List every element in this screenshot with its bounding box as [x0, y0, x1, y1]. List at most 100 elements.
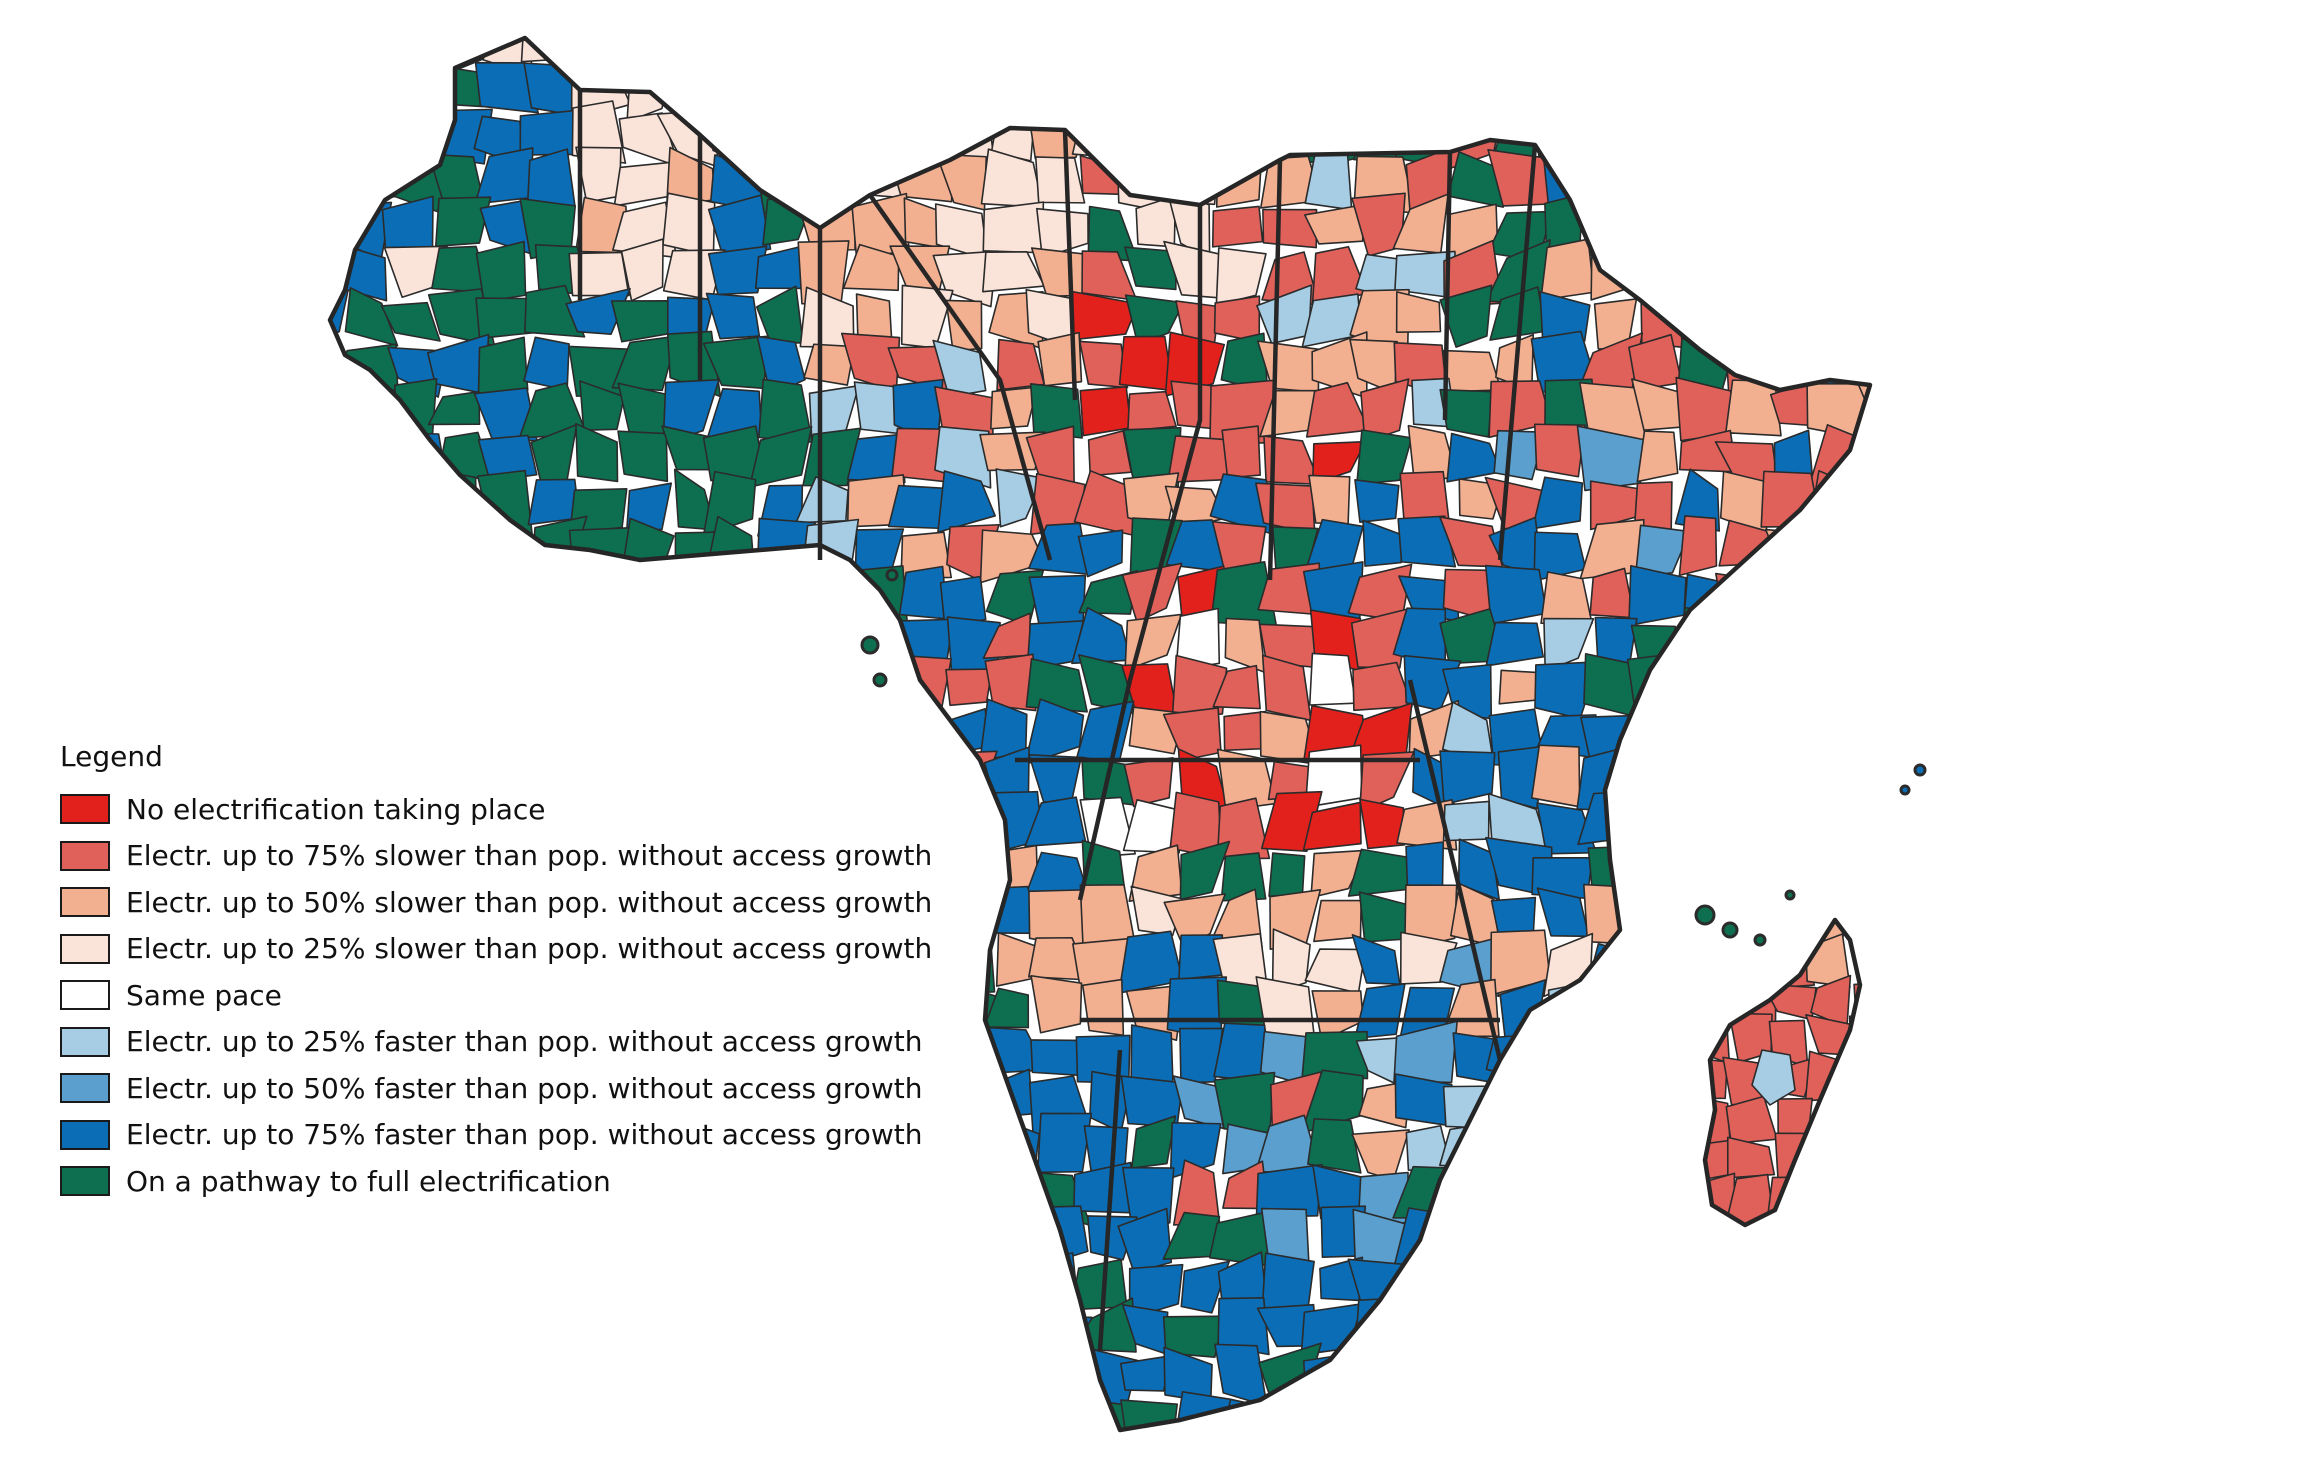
map-region — [343, 38, 392, 73]
map-region — [1853, 1208, 1870, 1274]
map-region — [473, 1298, 533, 1357]
map-region — [979, 1210, 1047, 1271]
map-region — [1875, 609, 1911, 655]
map-region — [1447, 1446, 1504, 1473]
map-region — [1861, 193, 1870, 260]
map-region — [1595, 1251, 1634, 1316]
map-region — [1317, 62, 1358, 119]
map-region — [1175, 1439, 1230, 1473]
map-region — [431, 1440, 494, 1473]
map-region — [1718, 1219, 1783, 1268]
map-region — [575, 422, 619, 483]
map-region — [1311, 440, 1367, 485]
map-region — [348, 1440, 396, 1473]
map-region — [343, 528, 399, 584]
map-region — [330, 1212, 355, 1271]
map-region — [1175, 607, 1221, 672]
map-region — [1162, 1315, 1225, 1359]
map-region — [1307, 1118, 1362, 1174]
map-region — [1678, 515, 1718, 577]
map-region — [330, 561, 358, 614]
map-region — [393, 377, 438, 440]
map-region — [1632, 1351, 1677, 1408]
map-region — [1668, 1392, 1735, 1430]
map-region — [707, 1402, 772, 1430]
map-region — [336, 1355, 398, 1398]
map-region — [798, 1396, 845, 1430]
map-region — [761, 1393, 811, 1430]
map-region — [1119, 1354, 1173, 1392]
map-region — [935, 1352, 990, 1395]
map-region — [477, 336, 529, 395]
map-region — [1810, 1252, 1864, 1317]
map-region — [843, 1251, 906, 1317]
map-region — [1630, 699, 1686, 764]
map-region — [1537, 1253, 1594, 1317]
map-region — [1624, 1446, 1689, 1473]
map-region — [475, 1388, 536, 1430]
map-region — [1624, 936, 1692, 986]
map-region — [1171, 654, 1228, 719]
map-region — [1862, 516, 1870, 578]
map-region — [1489, 1298, 1540, 1366]
map-region — [1362, 519, 1404, 567]
map-region — [1164, 331, 1226, 397]
map-region — [1670, 983, 1736, 1024]
map-region — [1628, 885, 1673, 942]
legend-item-slow50: Electr. up to 50% slower than pop. witho… — [60, 879, 1060, 926]
map-region — [1763, 621, 1829, 672]
map-region — [887, 484, 946, 530]
map-region — [524, 613, 574, 666]
map-region — [1350, 1399, 1410, 1430]
map-region — [1861, 1250, 1870, 1311]
map-region — [1634, 524, 1691, 578]
madagascar-region — [1853, 1170, 1860, 1225]
map-region — [798, 564, 853, 614]
map-region — [1678, 38, 1730, 73]
map-region — [1164, 149, 1220, 206]
map-region — [1580, 1162, 1636, 1212]
map-region — [1769, 839, 1828, 902]
map-region — [895, 1267, 950, 1317]
map-region — [1776, 1213, 1818, 1272]
map-region — [841, 154, 904, 199]
map-region — [1822, 574, 1870, 626]
map-region — [625, 482, 673, 534]
map-region — [381, 661, 434, 717]
map-region — [617, 1207, 676, 1257]
map-region — [797, 38, 863, 74]
madagascar-region — [1726, 1136, 1776, 1179]
map-region — [1627, 976, 1684, 1025]
map-region — [1400, 55, 1456, 124]
map-region — [748, 1206, 809, 1261]
map-region — [1725, 111, 1780, 166]
map-region — [571, 618, 634, 658]
map-region — [1624, 38, 1688, 78]
map-region — [617, 430, 669, 483]
map-region — [1810, 294, 1870, 346]
map-region — [1216, 1442, 1272, 1473]
map-region — [668, 1250, 720, 1315]
map-region — [1716, 610, 1774, 662]
map-region — [1301, 1030, 1369, 1080]
map-region — [1826, 250, 1868, 305]
map-region — [567, 1212, 626, 1259]
map-region — [937, 470, 996, 534]
map-region — [1313, 899, 1362, 943]
map-region — [330, 157, 345, 203]
map-region — [1081, 978, 1125, 1037]
map-region — [1352, 661, 1413, 712]
map-region — [1358, 1348, 1401, 1393]
map-region — [1774, 38, 1816, 65]
map-region — [1858, 475, 1870, 537]
map-region — [896, 58, 946, 117]
map-region — [846, 433, 906, 484]
map-region — [1866, 100, 1870, 168]
map-region — [341, 1262, 400, 1318]
map-region — [519, 1311, 580, 1352]
map-region — [1076, 1435, 1138, 1473]
map-region — [1495, 1207, 1545, 1270]
legend-swatch-slow50 — [60, 887, 110, 918]
map-region — [1359, 798, 1406, 850]
